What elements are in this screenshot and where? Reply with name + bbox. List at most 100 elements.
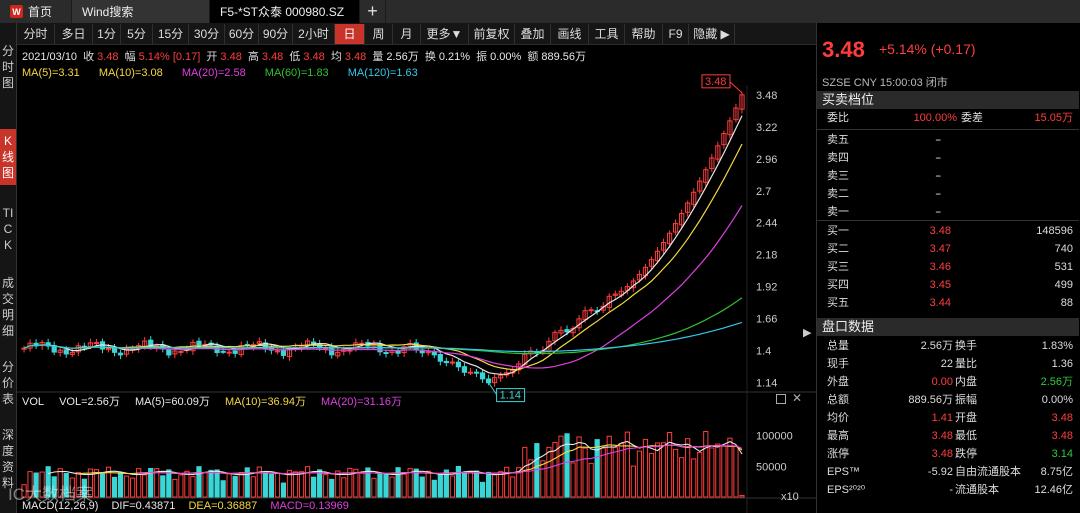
volume-bar (148, 467, 154, 498)
candle-body (93, 341, 100, 345)
summary-value-left: 3.48 (931, 430, 953, 442)
sidenav-kline-label: K线图 (1, 134, 14, 180)
ma5-line (48, 115, 743, 375)
ask-price: - (937, 188, 941, 200)
toolbar-button-5[interactable]: 30分 (189, 23, 225, 44)
toolbar-button-6[interactable]: 60分 (225, 23, 259, 44)
ask-row[interactable]: 卖三 - - (817, 167, 1079, 185)
toolbar-button-15[interactable]: 画线 (551, 23, 589, 44)
ma20-legend: MA(20)=2.58 (181, 67, 246, 79)
tab-stock[interactable]: F5-*ST众泰 000980.SZ (210, 0, 360, 23)
candle-body (654, 250, 661, 262)
toolbar-button-2[interactable]: 1分 (93, 23, 121, 44)
candle-body (437, 354, 443, 362)
sidenav-tick[interactable]: TICK (0, 205, 16, 253)
bid-volume: 531 (1054, 261, 1073, 273)
kline-chart[interactable]: 3.48 3.22 2.96 2.7 2.44 2.18 1.92 1.66 1.4 1.14 3.… (17, 45, 816, 513)
sidenav-intraday[interactable]: 分时图 (0, 43, 16, 91)
bid-label: 买三 (827, 261, 849, 273)
volume-bar (691, 458, 697, 498)
toolbar-button-11[interactable]: 月 (393, 23, 421, 44)
ask-row[interactable]: 卖五 - - (817, 131, 1079, 149)
volume-bar (93, 469, 100, 498)
candle-body (395, 350, 401, 354)
bid-row[interactable]: 买四 3.45 499 (817, 276, 1079, 294)
ma120-legend: MA(120)=1.63 (347, 67, 418, 79)
volume-bar (232, 475, 238, 498)
toolbar-button-16[interactable]: 工具 (589, 23, 625, 44)
volume-bar (407, 468, 413, 498)
toolbar-button-3[interactable]: 5分 (121, 23, 153, 44)
sidenav-trades[interactable]: 成交明细 (0, 275, 16, 339)
toolbar-button-0[interactable]: 分时 (17, 23, 55, 44)
volume-bar (624, 431, 630, 498)
toolbar-button-14[interactable]: 叠加 (515, 23, 551, 44)
diff-value: 15.05万 (1034, 112, 1073, 124)
bid-label: 买四 (827, 279, 849, 291)
volume-bar (256, 466, 262, 498)
bid-row[interactable]: 买二 3.47 740 (817, 240, 1079, 258)
bid-row[interactable]: 买三 3.46 531 (817, 258, 1079, 276)
change-pct: +5.14% (879, 41, 927, 57)
add-tab-button[interactable]: + (360, 0, 386, 23)
volume-bar (268, 473, 274, 498)
volume-bar (383, 474, 389, 498)
volume-bar (81, 478, 87, 498)
volume-bar (516, 467, 522, 498)
tab-home[interactable]: W 首页 (0, 0, 72, 23)
toolbar-button-9[interactable]: 日 (335, 23, 365, 44)
price-tick-label: 1.66 (756, 314, 777, 326)
candle-body (166, 349, 172, 356)
ask-row[interactable]: 卖二 - - (817, 185, 1079, 203)
sidenav-kline[interactable]: K线图 (0, 129, 16, 185)
volume-bar (709, 447, 715, 498)
toolbar-button-1[interactable]: 多日 (55, 23, 93, 44)
min-price-label: 1.14 (500, 390, 521, 402)
volume-bar (250, 476, 256, 498)
collapse-arrow-icon[interactable]: ▶ (803, 327, 812, 339)
volume-bar (117, 472, 124, 498)
bid-row[interactable]: 买五 3.44 88 (817, 294, 1079, 312)
toolbar-button-8[interactable]: 2小时 (293, 23, 335, 44)
maximize-icon[interactable] (776, 394, 786, 404)
bid-row[interactable]: 买一 3.48 148596 (817, 222, 1079, 240)
volume-bar (359, 472, 365, 498)
volume-bar (395, 467, 401, 498)
summary-label-left: 总量 (827, 340, 849, 352)
toolbar-button-4[interactable]: 15分 (153, 23, 189, 44)
volume-bar (214, 469, 220, 498)
ask-row[interactable]: 卖四 - - (817, 149, 1079, 167)
sidenav-depth[interactable]: 深度资料 (0, 427, 16, 491)
toolbar-button-10[interactable]: 周 (365, 23, 393, 44)
toolbar-button-13[interactable]: 前复权 (469, 23, 515, 44)
volume-bar (425, 470, 431, 498)
close-pane-icon[interactable]: ✕ (792, 391, 803, 405)
volume-bar (389, 476, 395, 498)
bid-price: 3.45 (929, 279, 951, 291)
diff-label: 委差 (961, 112, 983, 124)
candle-body (479, 372, 486, 380)
vol-value: VOL=2.56万 (59, 396, 120, 408)
vol-ma10-line (78, 444, 743, 475)
toolbar-button-12[interactable]: 更多▼ (421, 23, 469, 44)
toolbar-button-18[interactable]: F9 (663, 23, 689, 44)
toolbar-button-7[interactable]: 90分 (259, 23, 293, 44)
ma10-legend: MA(10)=3.08 (98, 67, 163, 79)
volume-bar (461, 472, 468, 498)
candle-body (636, 274, 643, 281)
toolbar-button-17[interactable]: 帮助 (625, 23, 663, 44)
orderbook-ratio-row: 委比 100.00% 委差 15.05万 (817, 109, 1079, 127)
summary-label-right: 跌停 (955, 448, 977, 460)
bar-info-line: 2021/03/10 收 3.48 幅 5.14% [0.17] 开 3.48 高 3.4… (22, 48, 589, 64)
volume-bar (365, 467, 371, 498)
sidenav-price-table[interactable]: 分价表 (0, 359, 16, 407)
candle-body (196, 340, 202, 346)
ask-row[interactable]: 卖一 - - (817, 203, 1079, 221)
volume-bar (220, 480, 226, 498)
tab-wind-search[interactable]: Wind搜索 (72, 0, 210, 23)
candle-body (39, 342, 45, 347)
summary-value-right: 2.56万 (1040, 376, 1073, 388)
volume-bar (443, 469, 449, 498)
volume-bar (630, 465, 636, 498)
toolbar-button-19[interactable]: 隐藏 ▶ (689, 23, 735, 44)
